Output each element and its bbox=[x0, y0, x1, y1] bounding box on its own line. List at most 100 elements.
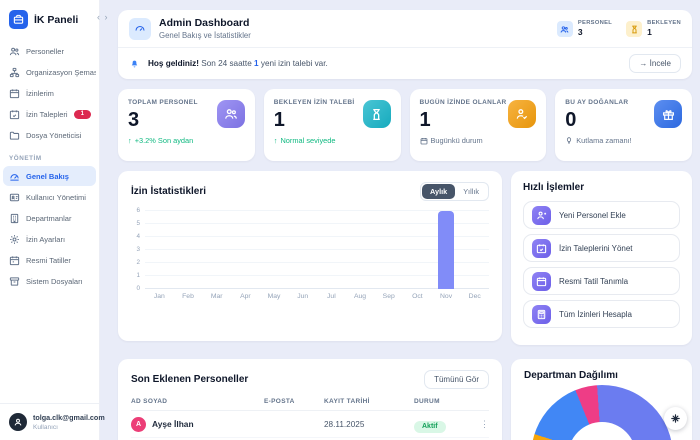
notification-before: Son 24 saatte bbox=[201, 59, 252, 68]
x-tick-label: Jul bbox=[327, 293, 336, 300]
quick-actions-title: Hızlı İşlemler bbox=[523, 182, 585, 193]
header-card: Admin Dashboard Genel Bakış ve İstatisti… bbox=[118, 10, 692, 79]
quick-action-yeni-personel[interactable]: Yeni Personel Ekle bbox=[523, 201, 680, 229]
bar-chart-plot bbox=[145, 210, 489, 289]
calculator-icon bbox=[532, 304, 551, 324]
arrow-up-icon: ↑ bbox=[128, 136, 132, 145]
sidebar-item-label: Dosya Yöneticisi bbox=[26, 130, 82, 140]
x-tick-label: Oct bbox=[412, 293, 423, 300]
y-tick-label: 6 bbox=[136, 207, 140, 214]
row-menu-icon[interactable]: ⋮ bbox=[480, 418, 489, 429]
sidebar-item-personeller[interactable]: Personeller bbox=[3, 41, 96, 61]
sparkle-icon bbox=[670, 413, 681, 424]
sidebar-item-label: Personeller bbox=[26, 46, 64, 56]
chart-title: İzin İstatistikleri bbox=[131, 186, 207, 197]
chart-bar-slot bbox=[202, 211, 231, 289]
person-plus-icon bbox=[532, 205, 551, 225]
chart-bar-slot bbox=[346, 211, 375, 289]
people-icon bbox=[9, 46, 20, 57]
sidebar-item-genel-bakis[interactable]: Genel Bakış bbox=[3, 166, 96, 186]
sidebar-item-resmi-tatiller[interactable]: Resmi Tatiller bbox=[3, 250, 96, 270]
bell-icon bbox=[129, 58, 140, 69]
notification-after: yeni izin talebi var. bbox=[260, 59, 328, 68]
bar-chart-yaxis: 0 1 2 3 4 5 6 bbox=[131, 207, 145, 292]
x-tick-label: Nov bbox=[440, 293, 453, 300]
table-row: A Ayşe İlhan 28.11.2025 Aktif ⋮ bbox=[131, 411, 489, 438]
grid-line bbox=[145, 275, 489, 276]
chart-bar-slot bbox=[432, 211, 461, 289]
y-tick-label: 2 bbox=[136, 259, 140, 267]
donut-hole bbox=[567, 422, 636, 440]
avatar: A bbox=[131, 416, 146, 432]
mini-stat-bekleyen: BEKLEYEN 1 bbox=[626, 20, 681, 37]
user-email: tolga.clk@gmail.com bbox=[33, 413, 105, 422]
sidebar-item-label: İzinlerim bbox=[26, 88, 54, 98]
mini-stat-value: 3 bbox=[577, 27, 583, 37]
stat-trend: Bugünkü durum bbox=[420, 136, 537, 145]
floating-sparkle-button[interactable] bbox=[664, 407, 687, 430]
stat-card-bekleyen-izin: BEKLEYEN İZİN TALEBİ 1 ↑ Normal seviyede bbox=[263, 89, 401, 161]
sidebar-item-label: Resmi Tatiller bbox=[26, 255, 71, 265]
view-all-button[interactable]: Tümünü Gör bbox=[424, 370, 489, 389]
quick-actions-card: Hızlı İşlemler Yeni Personel Ekle İzin T… bbox=[511, 171, 692, 345]
gift-icon bbox=[654, 100, 682, 128]
incele-button[interactable]: → İncele bbox=[629, 54, 681, 73]
sidebar-item-izin-ayarlari[interactable]: İzin Ayarları bbox=[3, 229, 96, 249]
quick-action-resmi-tatil[interactable]: Resmi Tatil Tanımla bbox=[523, 267, 680, 295]
department-donut-chart bbox=[530, 385, 673, 440]
chart-bar-slot bbox=[317, 211, 346, 289]
page-subtitle: Genel Bakış ve İstatistikler bbox=[159, 31, 251, 40]
sidebar-item-label: İzin Ayarları bbox=[26, 234, 66, 244]
notification-bar: Hoş geldiniz! Son 24 saatte 1 yeni izin … bbox=[118, 48, 692, 79]
app-title: İK Paneli bbox=[34, 13, 79, 26]
col-durum: DURUM bbox=[414, 398, 440, 405]
toggle-yillik[interactable]: Yıllık bbox=[463, 187, 479, 196]
main-content: Admin Dashboard Genel Bakış ve İstatisti… bbox=[100, 0, 700, 440]
sidebar-item-label: Departmanlar bbox=[26, 213, 72, 223]
x-tick-label: Sep bbox=[382, 293, 395, 300]
stat-trend: ↑ Normal seviyede bbox=[273, 136, 336, 145]
chart-bar-slot bbox=[145, 211, 174, 289]
chart-bar-slot bbox=[174, 211, 203, 289]
grid-line bbox=[145, 223, 489, 224]
calendar-mini-icon bbox=[420, 137, 428, 145]
stat-value: 3 bbox=[128, 109, 140, 131]
stat-label: BUGÜN İZİNDE OLANLAR bbox=[419, 99, 507, 106]
notification-text: Hoş geldiniz! Son 24 saatte 1 yeni izin … bbox=[148, 59, 328, 68]
sidebar-collapse-control[interactable]: ‹ › bbox=[97, 12, 109, 22]
sidebar-item-izin-talepleri[interactable]: İzin Talepleri 1 bbox=[3, 104, 96, 124]
col-kayit-tarihi: KAYIT TARİHİ bbox=[324, 398, 370, 405]
sidebar-item-departmanlar[interactable]: Departmanlar bbox=[3, 208, 96, 228]
y-tick-label: 5 bbox=[136, 220, 140, 227]
stat-label: TOPLAM PERSONEL bbox=[128, 99, 198, 106]
sidebar-item-izinlerim[interactable]: İzinlerim bbox=[3, 83, 96, 103]
y-tick-label: 1 bbox=[136, 272, 140, 280]
chart-bar-slot bbox=[403, 211, 432, 289]
quick-action-izinleri-hesapla[interactable]: Tüm İzinleri Hesapla bbox=[523, 300, 680, 328]
y-tick-label: 0 bbox=[136, 285, 140, 292]
toggle-aylik[interactable]: Aylık bbox=[422, 184, 456, 199]
department-distribution-card: Departman Dağılımı bbox=[511, 359, 692, 440]
leave-stats-chart-card: İzin İstatistikleri Aylık Yıllık 0 1 2 3 4 5 6… bbox=[118, 171, 502, 341]
sidebar-nav: Personeller Organizasyon Şeması İzinleri… bbox=[0, 38, 99, 294]
sidebar-item-organizasyon-semasi[interactable]: Organizasyon Şeması bbox=[3, 62, 96, 82]
quick-action-izin-talepleri[interactable]: İzin Taleplerini Yönet bbox=[523, 234, 680, 262]
gear-icon bbox=[9, 234, 20, 245]
chart-bar-slot bbox=[288, 211, 317, 289]
sidebar-item-kullanici-yonetimi[interactable]: Kullanıcı Yönetimi bbox=[3, 187, 96, 207]
chart-bar-slot bbox=[260, 211, 289, 289]
sidebar-user[interactable]: tolga.clk@gmail.com Kullanıcı bbox=[0, 403, 105, 440]
stat-trend: ↑ +3.2% Son aydan bbox=[128, 136, 194, 145]
personnel-name: Ayşe İlhan bbox=[152, 419, 194, 429]
grid-line bbox=[145, 288, 489, 289]
stat-label: BU AY DOĞANLAR bbox=[565, 99, 629, 106]
stats-row: TOPLAM PERSONEL 3 ↑ +3.2% Son aydan BEKLE… bbox=[118, 89, 692, 161]
sidebar-item-dosya-yoneticisi[interactable]: Dosya Yöneticisi bbox=[3, 125, 96, 145]
building-icon bbox=[9, 213, 20, 224]
y-tick-label: 4 bbox=[136, 233, 140, 241]
mini-stat-personel: PERSONEL 3 bbox=[556, 20, 612, 37]
sidebar-item-sistem-dosyalari[interactable]: Sistem Dosyaları bbox=[3, 271, 96, 291]
sidebar: İK Paneli Personeller Organizasyon Şemas… bbox=[0, 0, 105, 440]
sidebar-item-label: İzin Talepleri bbox=[26, 109, 68, 119]
chart-period-toggle: Aylık Yıllık bbox=[420, 182, 489, 201]
